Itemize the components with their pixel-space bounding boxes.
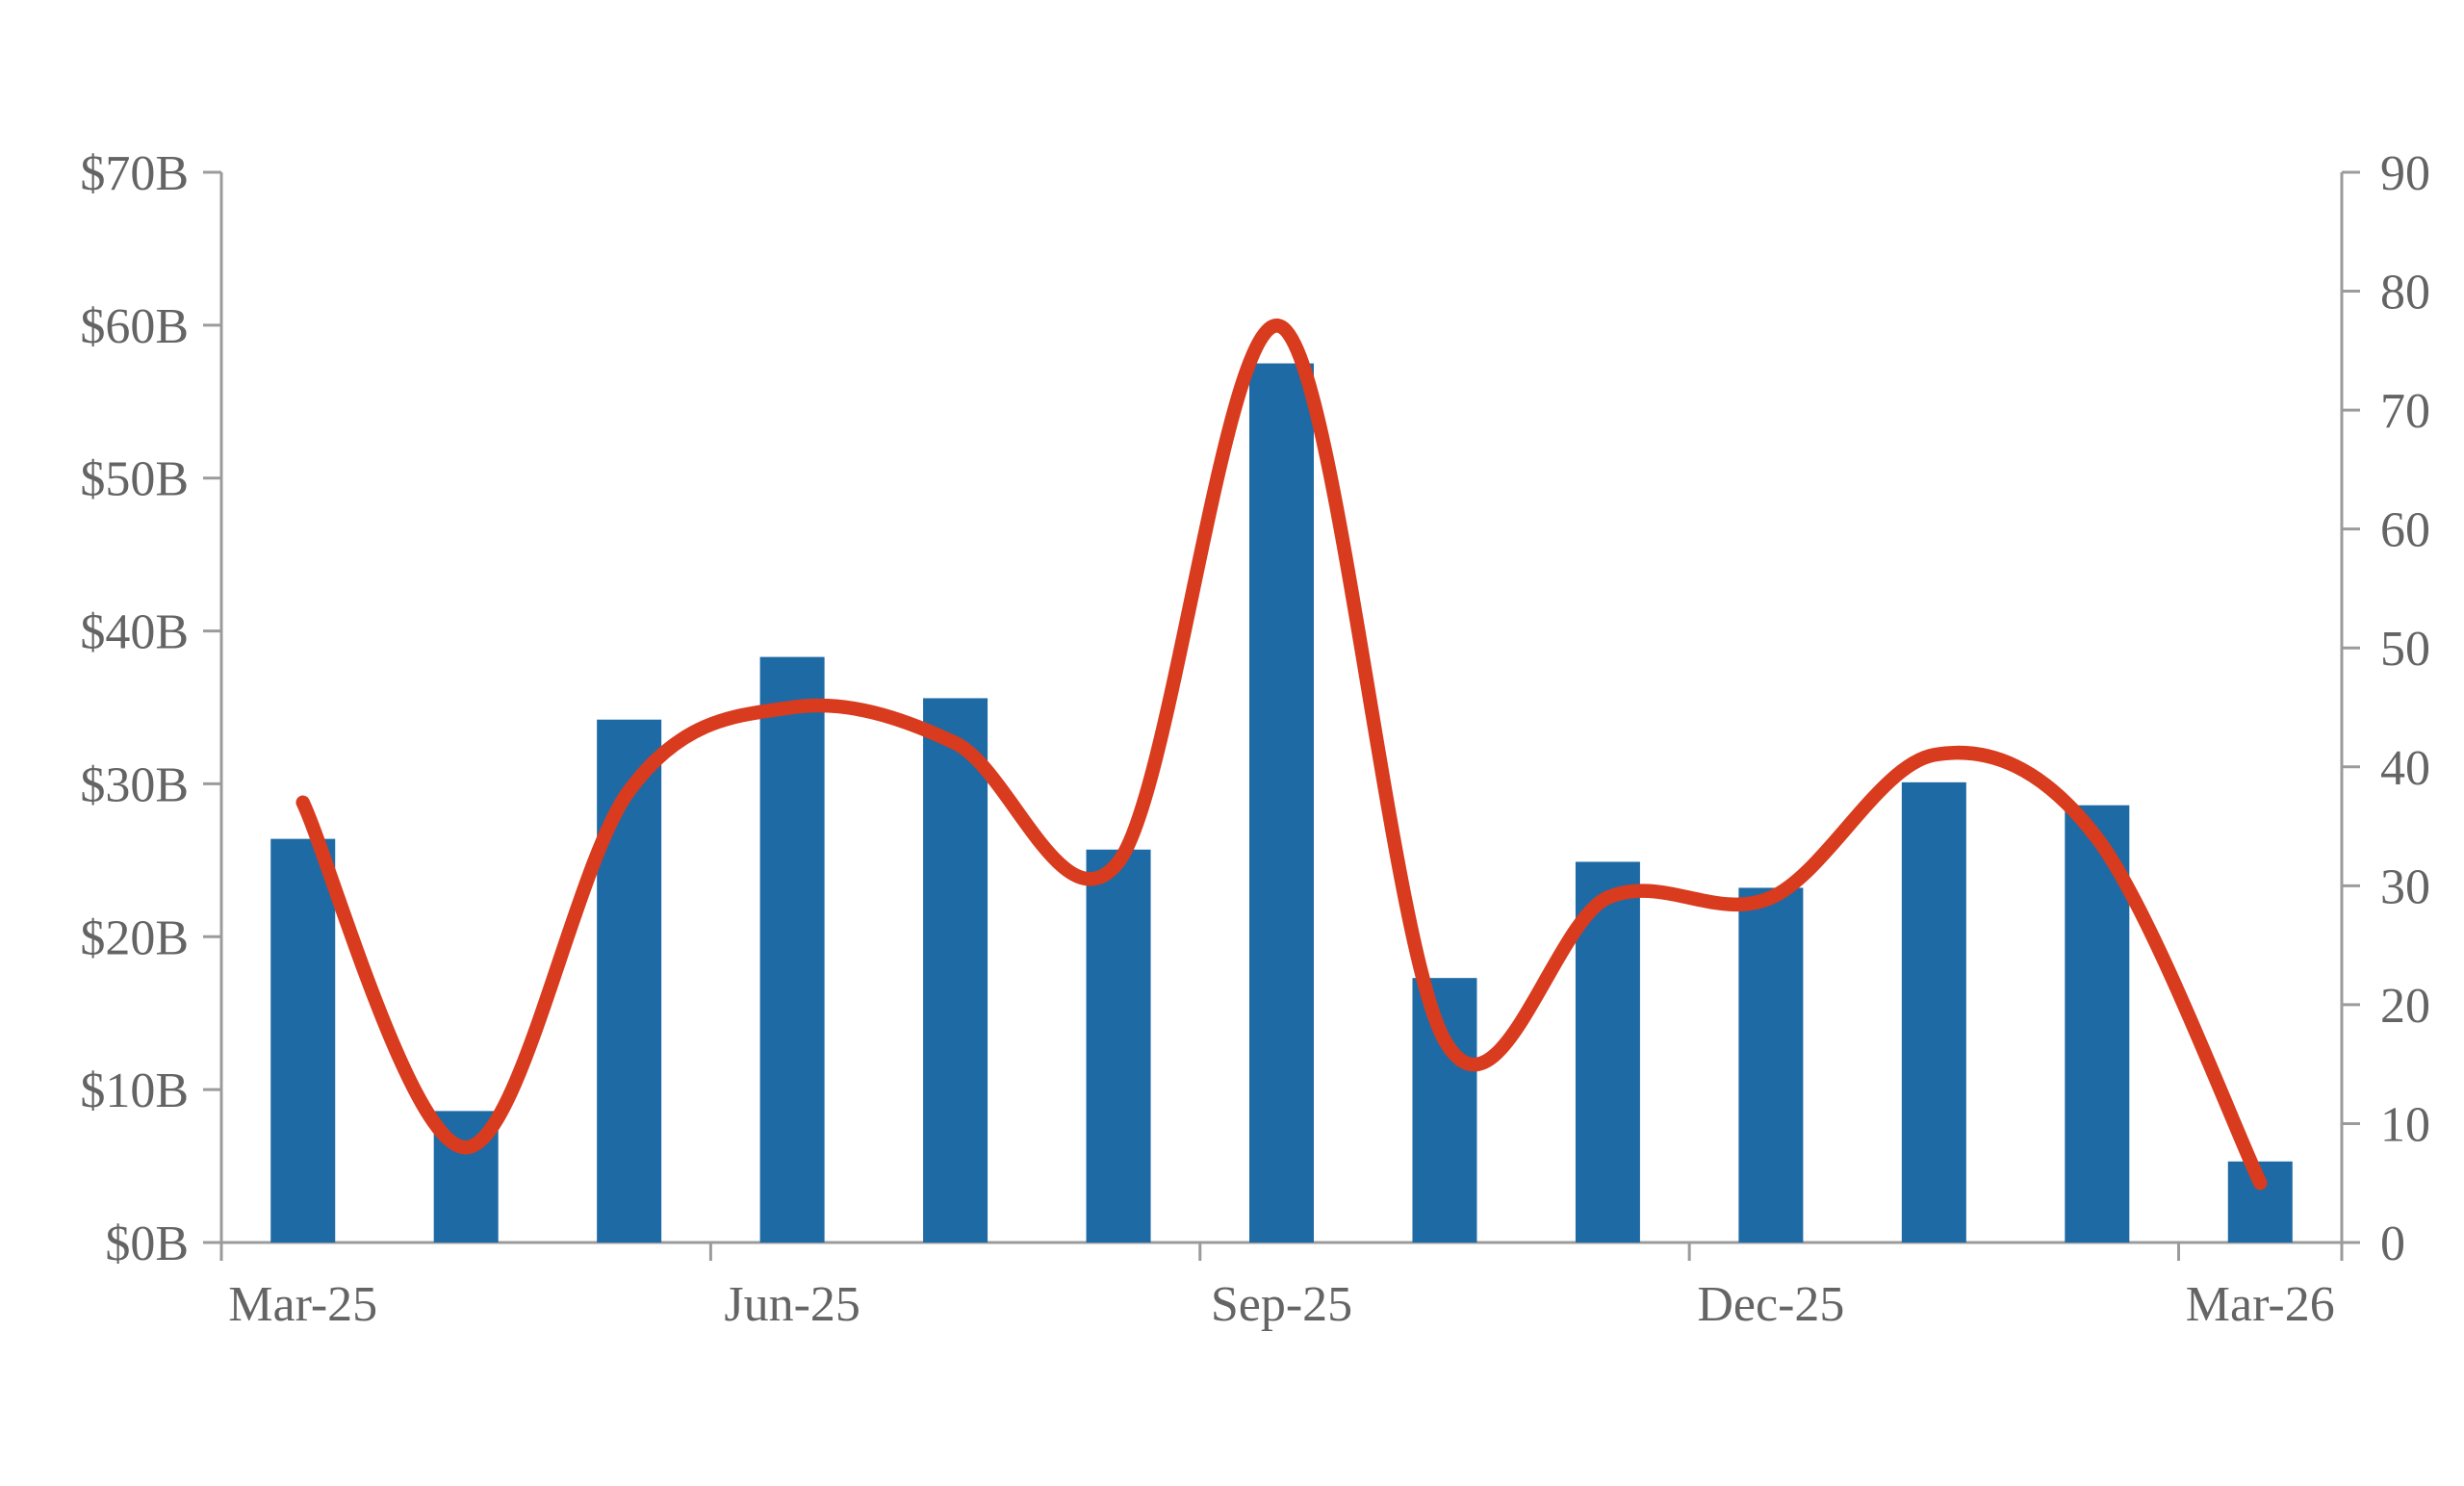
right-axis-tick-label: 30 — [2380, 859, 2430, 914]
left-axis-tick-label: $10B — [80, 1063, 189, 1118]
right-axis-tick-label: 50 — [2380, 622, 2430, 677]
left-axis-tick-label: $50B — [80, 452, 189, 507]
left-axis-tick-label: $60B — [80, 299, 189, 354]
bar-may-25 — [597, 719, 662, 1243]
right-axis-tick-label: 70 — [2380, 384, 2430, 439]
bar-jul-25 — [923, 698, 988, 1243]
bar-aug-25 — [1086, 849, 1151, 1243]
bar-jan-26 — [1901, 781, 1966, 1243]
right-axis-tick-label: 90 — [2380, 146, 2430, 201]
left-axis-tick-label: $30B — [80, 757, 189, 812]
left-axis-tick-label: $70B — [80, 146, 189, 201]
x-axis-label: Dec-25 — [1697, 1277, 1844, 1332]
right-axis-tick-label: 20 — [2380, 979, 2430, 1034]
bar-sep-25 — [1249, 363, 1314, 1243]
trend-line — [295, 319, 2268, 1191]
x-axis-label: Mar-26 — [2186, 1277, 2335, 1332]
bar-jun-25 — [759, 656, 825, 1243]
x-axis-label: Sep-25 — [1211, 1277, 1352, 1332]
right-axis-tick-label: 80 — [2380, 266, 2430, 320]
bar-oct-25 — [1412, 978, 1477, 1243]
right-axis-tick-label: 40 — [2380, 741, 2430, 796]
bar-series — [270, 363, 2293, 1243]
left-axis-tick-label: $0B — [105, 1217, 189, 1271]
right-axis-tick-label: 0 — [2380, 1217, 2405, 1271]
label-layer: $0B $10B $20B $30B $40B $50B $60B $70B 0 10 20 30 40… — [80, 146, 2430, 1332]
left-axis-tick-label: $40B — [80, 605, 189, 660]
bar-mar-25 — [270, 838, 336, 1243]
right-axis-tick-label: 60 — [2380, 503, 2430, 558]
left-axis-tick-label: $20B — [80, 910, 189, 965]
line-series — [295, 319, 2268, 1191]
right-axis-tick-label: 10 — [2380, 1097, 2430, 1152]
x-axis-label: Jun-25 — [724, 1277, 860, 1332]
bar-dec-25 — [1738, 887, 1804, 1243]
x-axis-label: Mar-25 — [228, 1277, 377, 1332]
